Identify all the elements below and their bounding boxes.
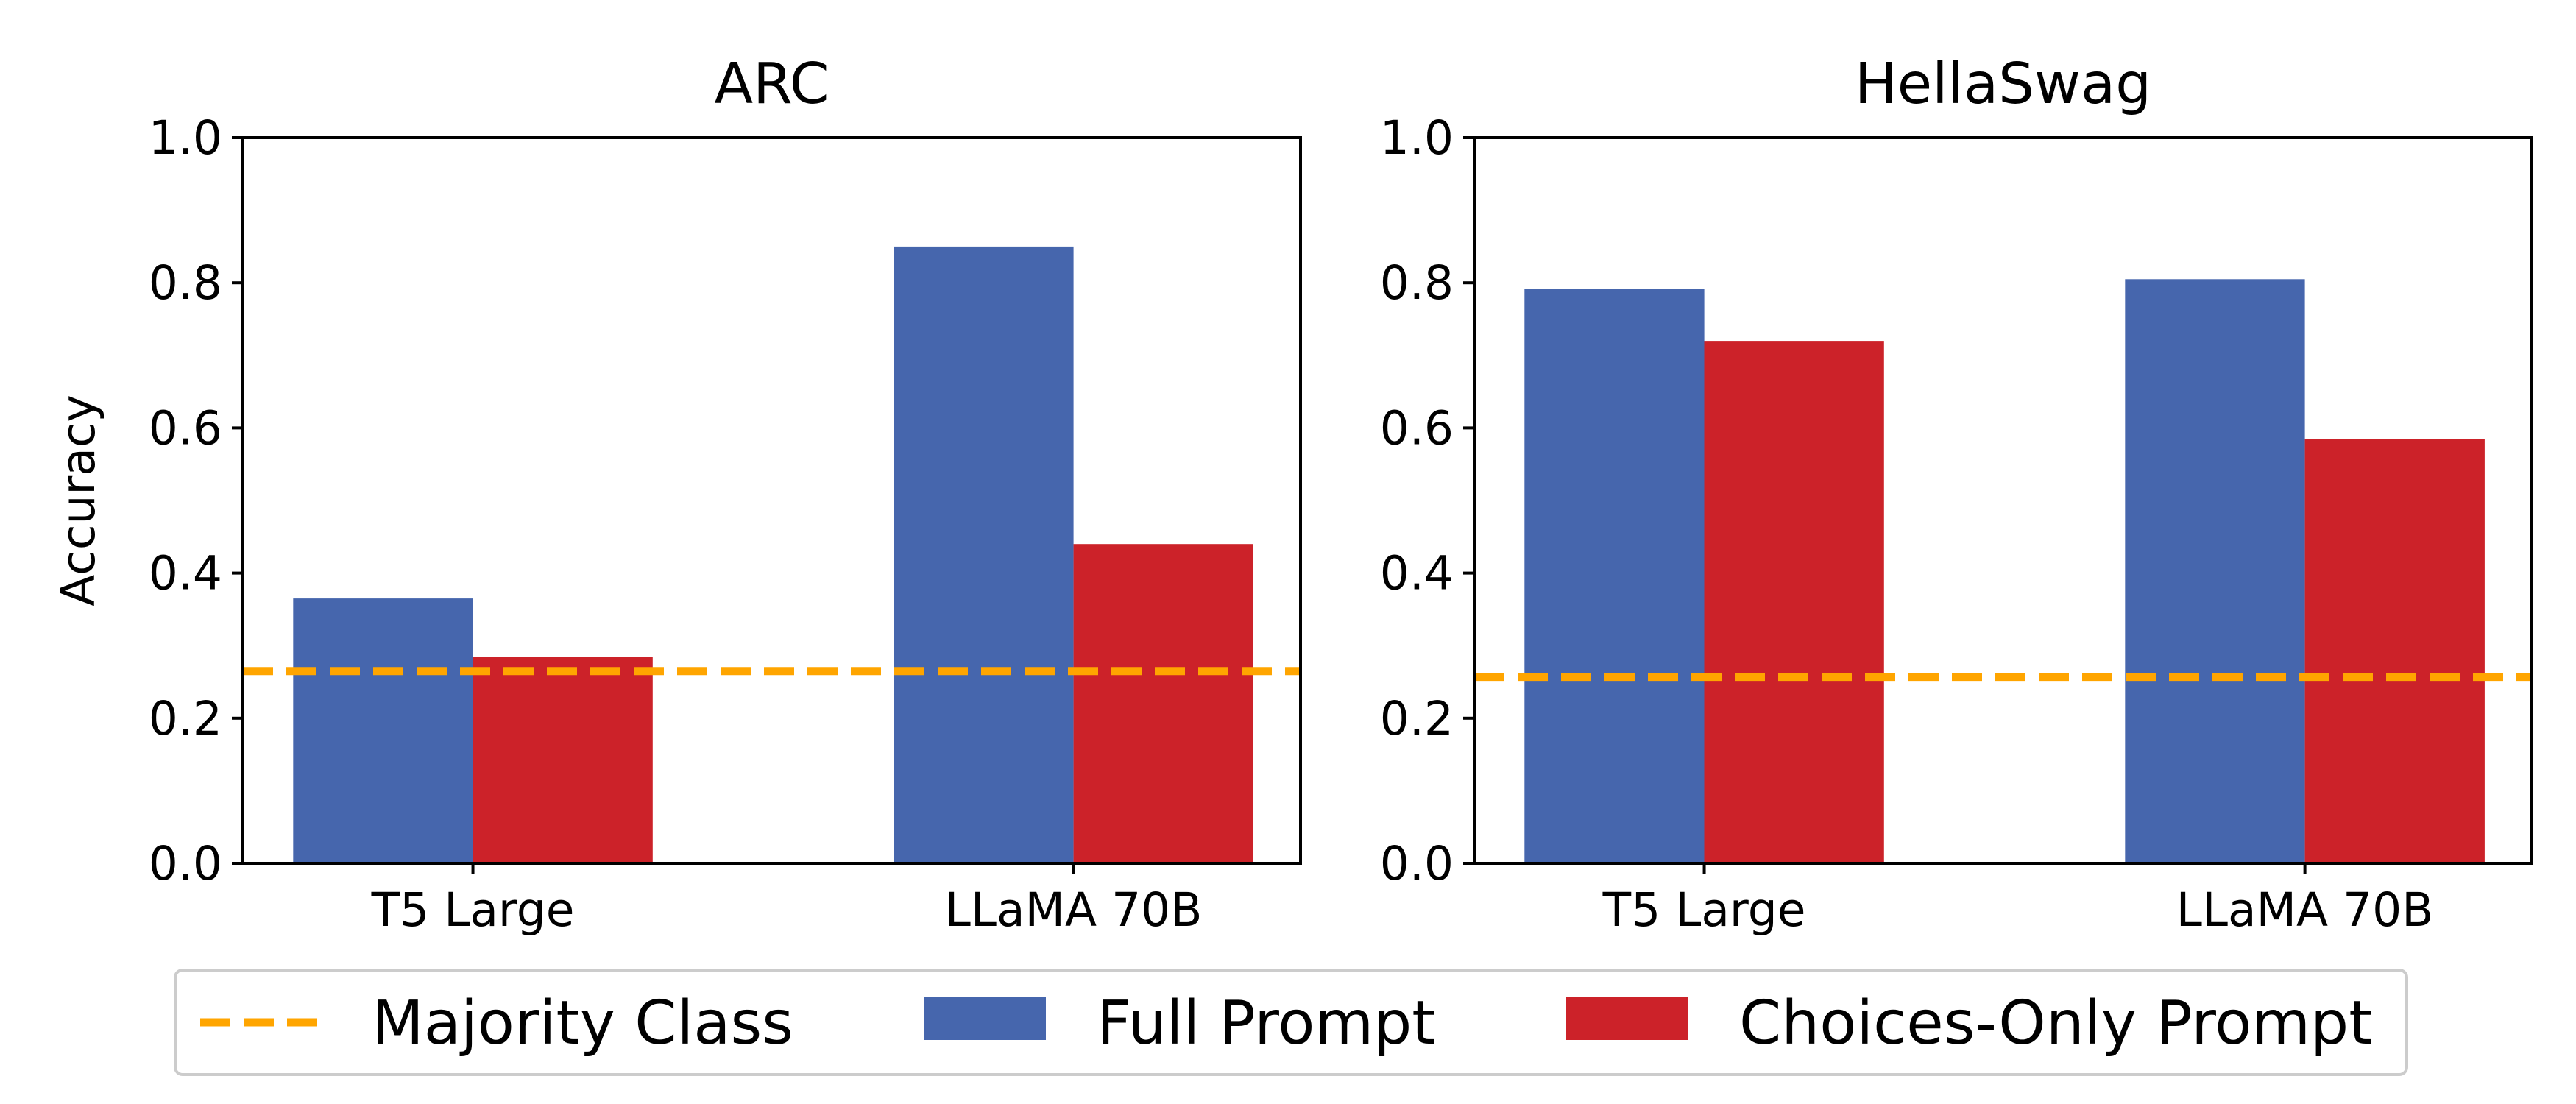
legend-box: [174, 969, 2408, 1076]
y-axis-label: Accuracy: [52, 394, 105, 606]
bar-arc-choices-only-prompt-1: [1073, 544, 1253, 863]
x-tick-label: T5 Large: [1602, 883, 1806, 937]
bar-arc-choices-only-prompt-0: [473, 657, 653, 863]
bar-arc-full-prompt-1: [894, 246, 1074, 863]
legend-swatch-full-prompt: [924, 997, 1046, 1040]
x-tick-label: T5 Large: [371, 883, 575, 937]
bar-arc-full-prompt-0: [293, 598, 473, 863]
bar-hellaswag-choices-only-prompt-0: [1704, 341, 1884, 864]
legend-label-full-prompt: Full Prompt: [1097, 988, 1435, 1058]
bar-hellaswag-full-prompt-1: [2125, 279, 2305, 863]
y-tick-label: 0.4: [1380, 547, 1454, 601]
panel-title-arc: ARC: [714, 52, 829, 117]
y-tick-label: 0.4: [149, 547, 222, 601]
y-tick-label: 0.6: [149, 401, 222, 455]
bar-hellaswag-full-prompt-0: [1524, 289, 1705, 864]
y-tick-label: 0.2: [1380, 692, 1454, 746]
y-tick-label: 0.0: [149, 837, 222, 891]
plot-frame-arc: [241, 136, 1302, 865]
y-tick-label: 1.0: [149, 111, 222, 165]
legend-label-choices-only-prompt: Choices-Only Prompt: [1739, 988, 2372, 1058]
bar-hellaswag-choices-only-prompt-1: [2304, 439, 2485, 863]
y-tick-label: 0.0: [1380, 837, 1454, 891]
y-tick-label: 0.6: [1380, 401, 1454, 455]
plot-frame-hellaswag: [1473, 136, 2533, 865]
y-tick-label: 0.8: [1380, 256, 1454, 310]
legend-label-majority-class: Majority Class: [372, 988, 793, 1058]
x-tick-label: LLaMA 70B: [2176, 883, 2434, 937]
panel-title-hellaswag: HellaSwag: [1855, 52, 2151, 117]
x-tick-label: LLaMA 70B: [945, 883, 1203, 937]
y-tick-label: 0.8: [149, 256, 222, 310]
legend-swatch-choices-only-prompt: [1566, 997, 1688, 1040]
y-tick-label: 1.0: [1380, 111, 1454, 165]
y-tick-label: 0.2: [149, 692, 222, 746]
